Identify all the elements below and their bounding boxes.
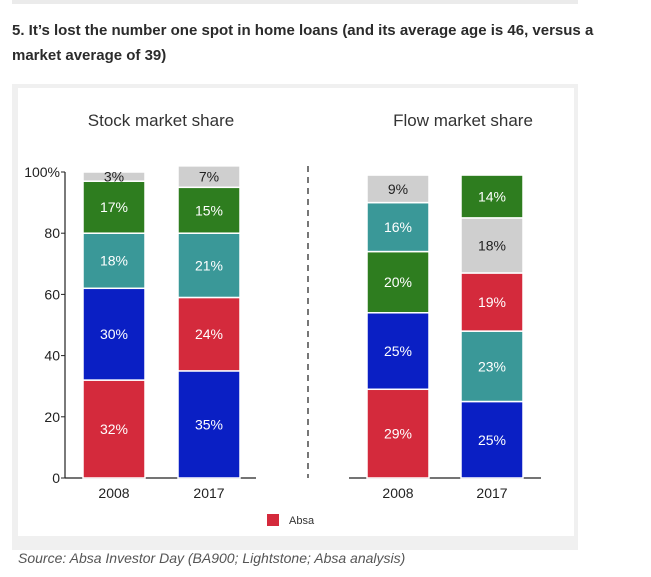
y-tick-label: 100% <box>24 164 60 180</box>
chart-source-caption: Source: Absa Investor Day (BA900; Lights… <box>18 550 406 566</box>
bar-segment <box>366 201 430 253</box>
bar-segment-label: 3% <box>104 169 124 185</box>
bar-segment <box>177 186 241 234</box>
bar-segment-label: 20% <box>384 274 412 290</box>
bar-segment <box>460 400 524 479</box>
bar-segment-label: 14% <box>478 188 506 204</box>
bar-segment-label: 29% <box>384 426 412 442</box>
bar-segment <box>82 379 146 479</box>
stock-panel-title: Stock market share <box>88 111 234 130</box>
x-category-label: 2017 <box>476 485 507 501</box>
bar-segment-label: 16% <box>384 219 412 235</box>
bar-segment <box>82 171 146 182</box>
bar-segment-label: 19% <box>478 294 506 310</box>
y-tick-label: 80 <box>44 225 60 241</box>
bar-segment-label: 25% <box>384 343 412 359</box>
bar-segment-label: 21% <box>195 257 223 273</box>
flow-panel-title: Flow market share <box>393 111 533 130</box>
legend-label-absa: Absa <box>289 515 315 527</box>
bar-segment <box>177 232 241 299</box>
bar-segment <box>366 388 430 479</box>
y-tick-label: 60 <box>44 286 60 302</box>
y-tick-label: 0 <box>52 470 60 486</box>
bar-segment <box>460 272 524 332</box>
bar-segment <box>460 217 524 274</box>
bar-segment-label: 9% <box>388 181 408 197</box>
bar-segment-label: 35% <box>195 416 223 432</box>
x-category-label: 2008 <box>98 485 129 501</box>
bar-segment <box>177 165 241 189</box>
bar-segment <box>460 330 524 403</box>
bar-segment <box>177 370 241 479</box>
bar-segment <box>177 296 241 372</box>
bar-segment-label: 17% <box>100 199 128 215</box>
bar-segment-label: 7% <box>199 169 219 185</box>
bar-segment <box>460 174 524 219</box>
top-divider-bar <box>12 0 578 4</box>
bar-segment-label: 15% <box>195 202 223 218</box>
bar-segment <box>82 287 146 381</box>
chart-plot-area: 0 20 40 60 80 100% Stock market share 32% 30% 18%… <box>18 88 574 536</box>
x-category-label: 2017 <box>193 485 224 501</box>
market-share-chart: 0 20 40 60 80 100% Stock market share 32% 30% 18%… <box>24 111 541 527</box>
y-tick-label: 40 <box>44 348 60 364</box>
legend-swatch-absa <box>267 514 279 526</box>
section-heading: 5. It’s lost the number one spot in home… <box>12 22 594 64</box>
bar-segment-label: 24% <box>195 326 223 342</box>
bar-segment-label: 18% <box>478 237 506 253</box>
bar-segment-label: 25% <box>478 432 506 448</box>
bar-segment-label: 18% <box>100 253 128 269</box>
bar-segment-label: 30% <box>100 326 128 342</box>
y-tick-label: 20 <box>44 409 60 425</box>
bar-segment <box>82 180 146 234</box>
bar-segment-label: 23% <box>478 358 506 374</box>
bar-segment <box>366 174 430 204</box>
x-category-label: 2008 <box>382 485 413 501</box>
bar-segment-label: 32% <box>100 421 128 437</box>
bar-segment <box>366 312 430 391</box>
